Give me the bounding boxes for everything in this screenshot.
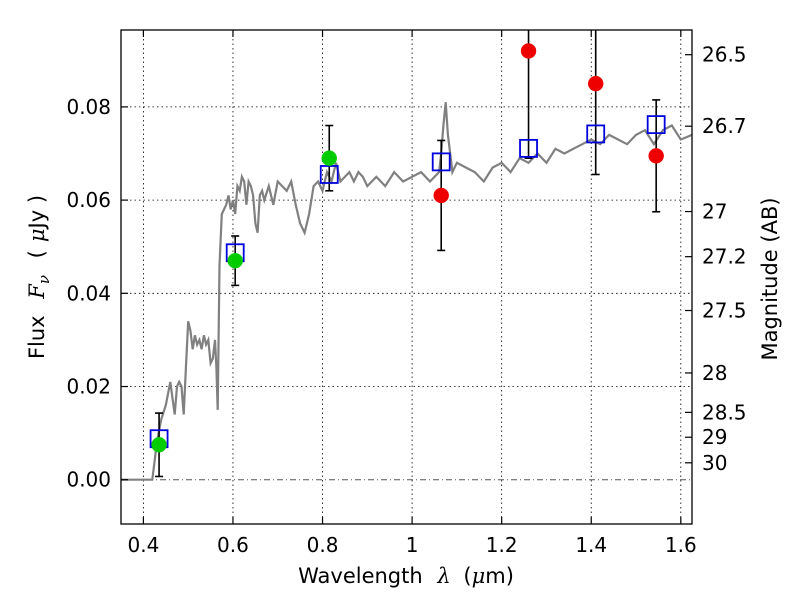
y-tick-label: 0.08 bbox=[66, 95, 111, 119]
photometry-point bbox=[648, 148, 664, 164]
x-tick-label: 1.2 bbox=[486, 533, 518, 557]
photometry-point bbox=[321, 150, 337, 166]
x-tick-label: 1.6 bbox=[665, 533, 697, 557]
y-axis-label: Flux Fν (μJy ) bbox=[25, 195, 54, 359]
photometry-point bbox=[587, 75, 604, 92]
model-photometry-square bbox=[319, 165, 339, 184]
y2-tick-label: 30 bbox=[702, 451, 727, 475]
y2-tick-label: 27.5 bbox=[702, 299, 747, 323]
y2-tick-label: 27.2 bbox=[702, 245, 747, 269]
model-photometry-square bbox=[431, 152, 451, 172]
photometry-point bbox=[520, 43, 537, 59]
error-bars bbox=[155, 30, 661, 478]
x-tick-label: 1 bbox=[406, 533, 419, 557]
y-tick-label: 0.04 bbox=[66, 281, 111, 305]
model-photometry-square bbox=[519, 138, 538, 158]
x-tick-label: 0.8 bbox=[307, 533, 339, 557]
y-axis-ticks: 0.00 0.02 0.04 0.06 0.08 bbox=[66, 95, 128, 492]
x-tick-label: 0.6 bbox=[217, 533, 249, 557]
grid-lines bbox=[121, 30, 692, 524]
y2-tick-label: 27 bbox=[702, 200, 727, 224]
photometry-point bbox=[433, 187, 449, 204]
y2-tick-label: 28 bbox=[702, 361, 727, 385]
model-photometry-square bbox=[646, 115, 666, 135]
plot-frame bbox=[120, 29, 693, 525]
x-axis-ticks: 0.4 0.6 0.8 1 1.2 1.4 1.6 bbox=[127, 30, 697, 557]
photometry-point bbox=[151, 437, 167, 453]
y2-axis-label: Magnitude (AB) bbox=[758, 197, 782, 360]
y2-tick-label: 28.5 bbox=[702, 400, 747, 424]
y2-tick-label: 26.7 bbox=[702, 114, 747, 138]
y-tick-label: 0.02 bbox=[66, 375, 111, 399]
x-tick-label: 1.4 bbox=[575, 533, 607, 557]
data-markers bbox=[149, 43, 666, 453]
x-axis-label: Wavelength λ (μm) bbox=[298, 564, 514, 588]
x-tick-label: 0.4 bbox=[127, 533, 159, 557]
y-tick-label: 0.06 bbox=[66, 188, 111, 212]
plot-content bbox=[121, 30, 693, 481]
model-spectrum-line bbox=[121, 102, 693, 481]
y-tick-label: 0.00 bbox=[66, 468, 111, 492]
y2-tick-label: 29 bbox=[702, 425, 727, 449]
model-photometry-square bbox=[586, 124, 606, 144]
photometry-point bbox=[227, 252, 243, 269]
y2-tick-label: 26.5 bbox=[702, 43, 747, 67]
